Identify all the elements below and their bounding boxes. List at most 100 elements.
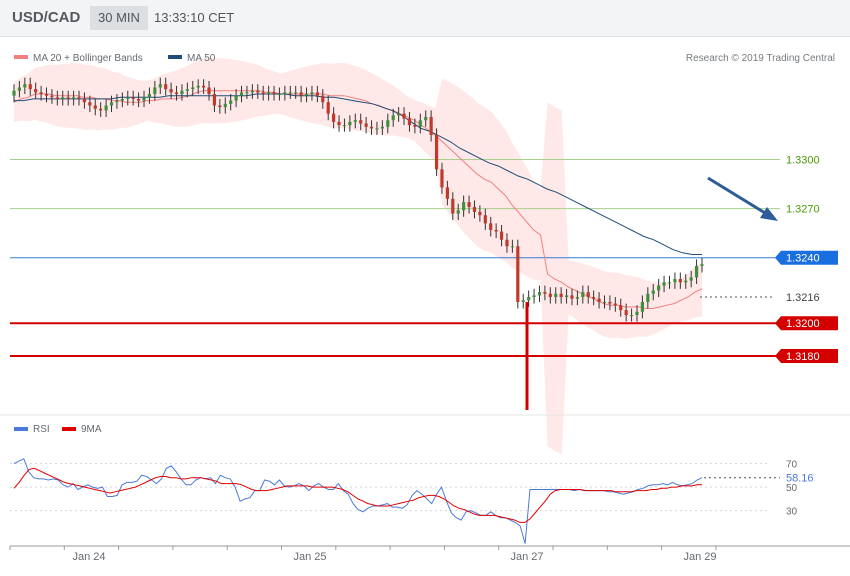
candle-body (640, 301, 645, 312)
candle-body (478, 211, 482, 216)
candle-body (700, 264, 704, 266)
rsi-legend-label: RSI (33, 424, 50, 435)
candle-body (44, 94, 49, 96)
candle-body (180, 90, 184, 95)
candle-body (218, 105, 222, 108)
candle-body (575, 297, 580, 299)
candle-body (407, 118, 412, 126)
candle-body (489, 223, 493, 230)
candle-body (581, 292, 585, 298)
forecast-arrow-head (760, 207, 778, 221)
candle-body (521, 300, 525, 302)
candle-body (207, 87, 211, 95)
candle-body (337, 121, 341, 126)
rsi-ma-line (13, 467, 702, 523)
candle-body (88, 102, 92, 106)
candle-body (386, 120, 390, 127)
level-label-1-3300: 1.3300 (786, 155, 820, 167)
candle-body (602, 301, 607, 303)
candle-body (304, 94, 309, 96)
x-tick-label-1: Jan 25 (293, 551, 326, 563)
rsi-legend-swatch (14, 427, 28, 431)
candle-body (678, 279, 682, 283)
candle-body (261, 92, 265, 95)
support-resistance-levels (10, 159, 780, 357)
candle-body (147, 94, 152, 98)
candle-body (120, 98, 124, 101)
candle-body (28, 84, 32, 90)
candle-body (646, 293, 650, 302)
bollinger-band-area (14, 58, 702, 455)
rsi-ma-legend-swatch (62, 427, 76, 431)
rsi-tick-70: 70 (786, 460, 798, 471)
candle-body (451, 198, 455, 214)
candle-body (413, 125, 417, 127)
candle-body (348, 121, 352, 126)
candle-body (142, 97, 146, 101)
candle-body (77, 97, 81, 99)
candle-body (332, 113, 336, 122)
candle-body (364, 123, 368, 127)
candle-body (375, 128, 379, 130)
candle-body (564, 295, 569, 298)
ma20-legend-swatch (14, 55, 28, 59)
candle-body (234, 95, 238, 101)
candle-body (689, 277, 693, 281)
level-label-1-3270: 1.3270 (786, 204, 820, 216)
candle-body (256, 90, 260, 93)
level-box-1-3240 (775, 250, 838, 265)
candle-body (169, 89, 173, 93)
candle-body (315, 92, 319, 96)
rsi-line (13, 458, 703, 544)
candle-body (673, 279, 677, 283)
ma50-legend-label: MA 50 (187, 53, 216, 64)
candle-body (12, 90, 16, 96)
candle-body (50, 95, 54, 98)
candle-body (245, 92, 249, 94)
candle-body (359, 120, 363, 124)
candle-body (429, 116, 433, 135)
candle-body (543, 292, 547, 294)
candle-body (548, 293, 552, 298)
x-tick-label-0: Jan 24 (72, 551, 105, 563)
candle-body (202, 85, 206, 88)
level-label-1-3200: 1.3200 (786, 318, 820, 330)
candle-body (272, 92, 276, 95)
candle-body (391, 115, 395, 121)
candle-body (613, 303, 617, 306)
candle-body (597, 298, 601, 302)
level-box-1-3180 (775, 348, 838, 363)
candle-body (66, 97, 70, 99)
candle-body (185, 89, 189, 91)
rsi-tick-30: 30 (786, 507, 798, 518)
candlesticks (12, 77, 778, 410)
candle-body (61, 97, 65, 99)
candle-body (17, 87, 22, 91)
candle-body (93, 105, 97, 109)
candle-body (174, 92, 179, 95)
candle-body (440, 169, 444, 188)
candle-body (445, 187, 449, 199)
candle-body (326, 102, 330, 114)
candle-body (23, 84, 27, 88)
level-label-1-3180: 1.3180 (786, 351, 820, 363)
candle-body (472, 206, 477, 212)
candle-body (635, 311, 639, 316)
candle-body (126, 97, 130, 99)
candle-body (397, 113, 401, 116)
candle-body (115, 100, 119, 103)
candle-body (467, 202, 471, 207)
candle-body (424, 116, 428, 121)
candle-body (624, 310, 628, 316)
candle-body (462, 202, 466, 211)
candle-body (299, 92, 303, 96)
timeframe-button[interactable]: 30 MIN (90, 6, 148, 30)
candle-body (99, 108, 103, 111)
candle-body (554, 293, 558, 298)
rsi-tick-50: 50 (786, 483, 798, 494)
candle-body (380, 126, 384, 129)
x-tick-label-3: Jan 29 (683, 551, 716, 563)
candle-body (131, 97, 135, 99)
candle-body (608, 301, 612, 304)
candle-body (212, 94, 217, 106)
